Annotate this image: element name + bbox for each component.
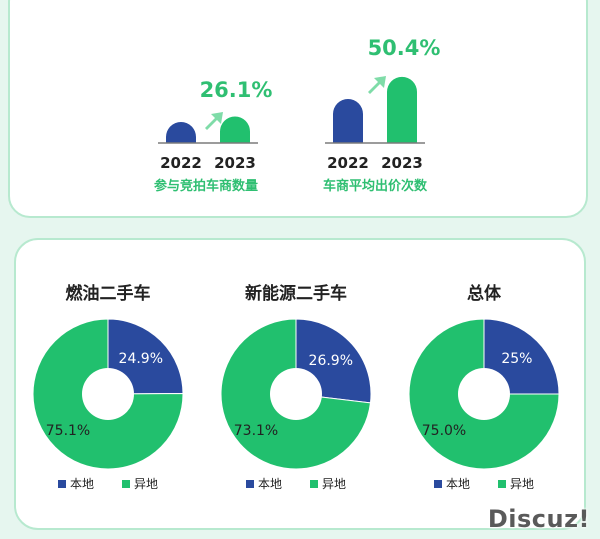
legend-label-local: 本地	[258, 477, 282, 491]
donut-title-2: 新能源二手车	[245, 283, 347, 304]
bar-category-label: 2023	[381, 154, 423, 172]
bar-category-label: 2022	[160, 154, 202, 172]
donut-hole-1	[82, 368, 134, 420]
donut-value-label: 73.1%	[234, 423, 278, 439]
growth-arrow-2	[368, 76, 386, 94]
growth-label-1: 26.1%	[200, 78, 273, 102]
watermark-logo: Discuz!	[487, 505, 590, 533]
legend-label-other: 异地	[322, 477, 346, 491]
donut-value-label: 24.9%	[119, 351, 163, 367]
bar-caption-1: 参与竞拍车商数量	[154, 178, 258, 194]
donut-value-label: 25%	[501, 351, 532, 367]
top-panel	[8, 0, 588, 218]
legend-swatch-other	[498, 480, 506, 488]
donut-slice-异地-3	[408, 318, 560, 470]
legend-label-other: 异地	[134, 477, 158, 491]
bar-2022-2	[333, 99, 363, 143]
donut-value-label: 75.0%	[422, 423, 466, 439]
donut-hole-2	[270, 368, 322, 420]
growth-arrow-1	[205, 112, 223, 130]
bar-2022-1	[166, 122, 196, 143]
donut-hole-3	[458, 368, 510, 420]
legend-swatch-other	[122, 480, 130, 488]
donut-title-1: 燃油二手车	[66, 283, 151, 304]
bar-2023-1	[220, 116, 250, 143]
donut-value-label: 26.9%	[309, 353, 353, 369]
bar-category-label: 2023	[214, 154, 256, 172]
legend-swatch-local	[58, 480, 66, 488]
donut-value-label: 75.1%	[46, 423, 90, 439]
bar-category-label: 2022	[327, 154, 369, 172]
legend-swatch-local	[434, 480, 442, 488]
legend-label-local: 本地	[70, 477, 94, 491]
legend-label-local: 本地	[446, 477, 470, 491]
donut-slice-本地-3	[483, 318, 560, 395]
legend-swatch-other	[310, 480, 318, 488]
donut-title-3: 总体	[467, 283, 502, 304]
legend-label-other: 异地	[510, 477, 534, 491]
bar-caption-2: 车商平均出价次数	[323, 178, 428, 194]
donut-slice-异地-1	[32, 318, 184, 470]
donut-slice-本地-1	[107, 318, 184, 395]
legend-swatch-local	[246, 480, 254, 488]
bar-2023-2	[387, 76, 417, 143]
growth-label-2: 50.4%	[368, 36, 441, 60]
